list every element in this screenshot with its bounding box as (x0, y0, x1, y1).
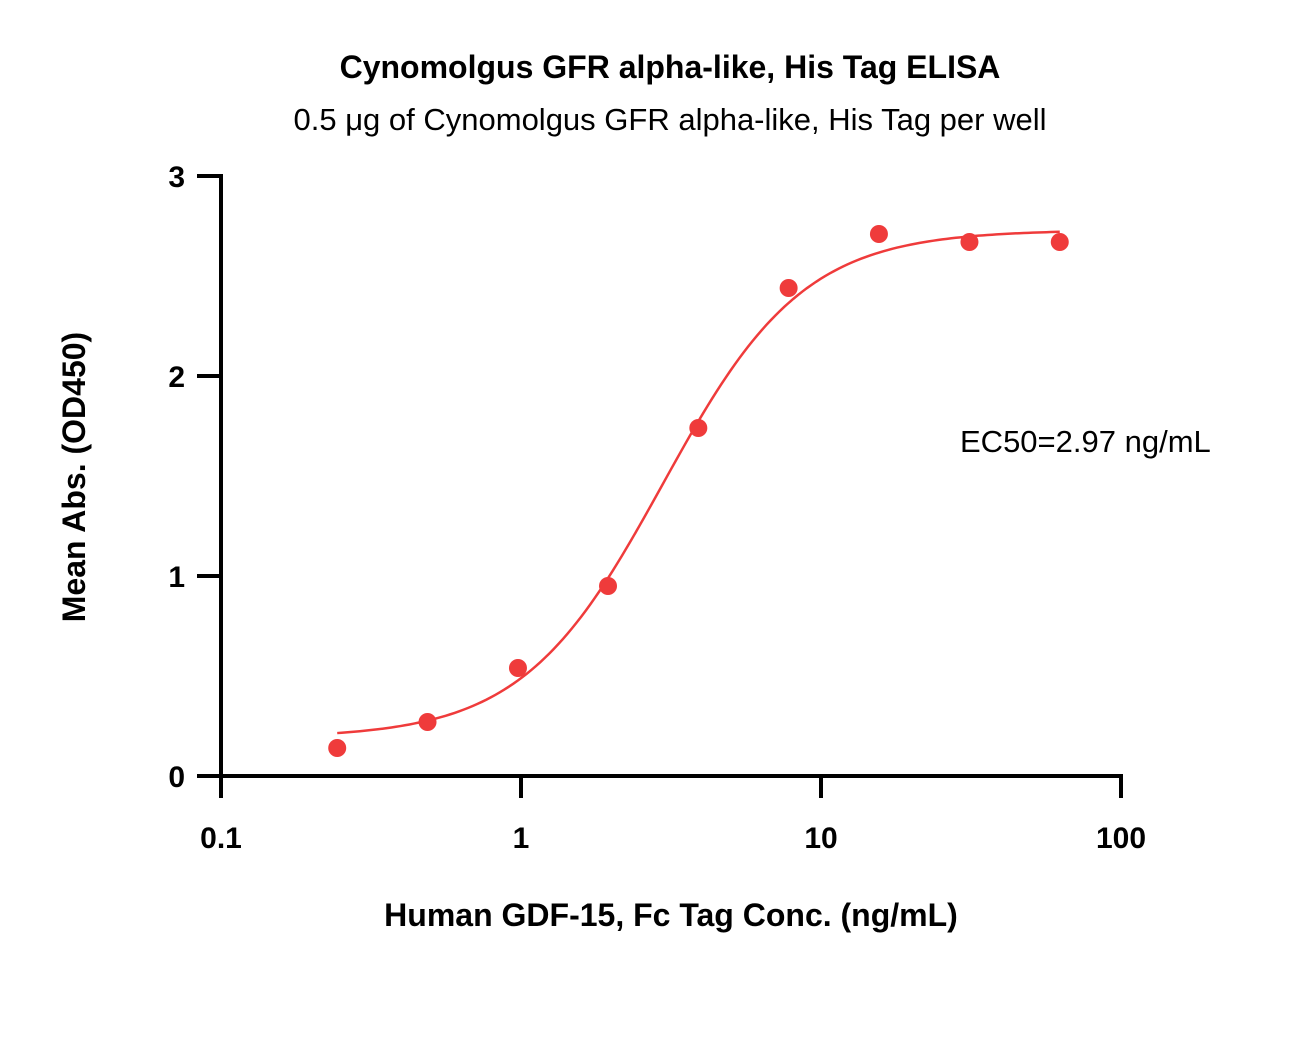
fit-curve (337, 230, 1060, 735)
data-point (508, 659, 527, 677)
axes (219, 174, 1123, 778)
chart-subtitle: 0.5 μg of Cynomolgus GFR alpha-like, His… (293, 102, 1046, 137)
y-tick-label: 3 (168, 161, 185, 194)
data-point (328, 739, 347, 757)
x-tick-label: 0.1 (200, 822, 242, 855)
data-point (869, 225, 888, 243)
ticks: 0.1 1 10 100 0 1 2 3 (168, 161, 1146, 855)
data-point (689, 419, 708, 437)
data-point (1050, 233, 1069, 251)
x-tick-label: 100 (1096, 822, 1146, 855)
x-tick-label: 1 (513, 822, 530, 855)
ec50-annotation: EC50=2.97 ng/mL (960, 424, 1211, 459)
data-point (599, 577, 618, 595)
x-tick-label: 10 (804, 822, 837, 855)
data-point (960, 233, 979, 251)
chart-title: Cynomolgus GFR alpha-like, His Tag ELISA (340, 49, 1001, 85)
x-axis-label: Human GDF-15, Fc Tag Conc. (ng/mL) (384, 897, 958, 933)
y-tick-label: 0 (168, 761, 185, 794)
y-axis-label: Mean Abs. (OD450) (56, 332, 92, 622)
data-points (328, 225, 1069, 757)
data-point (418, 713, 437, 731)
y-tick-label: 2 (168, 361, 185, 394)
data-point (779, 279, 798, 297)
y-tick-label: 1 (168, 561, 185, 594)
